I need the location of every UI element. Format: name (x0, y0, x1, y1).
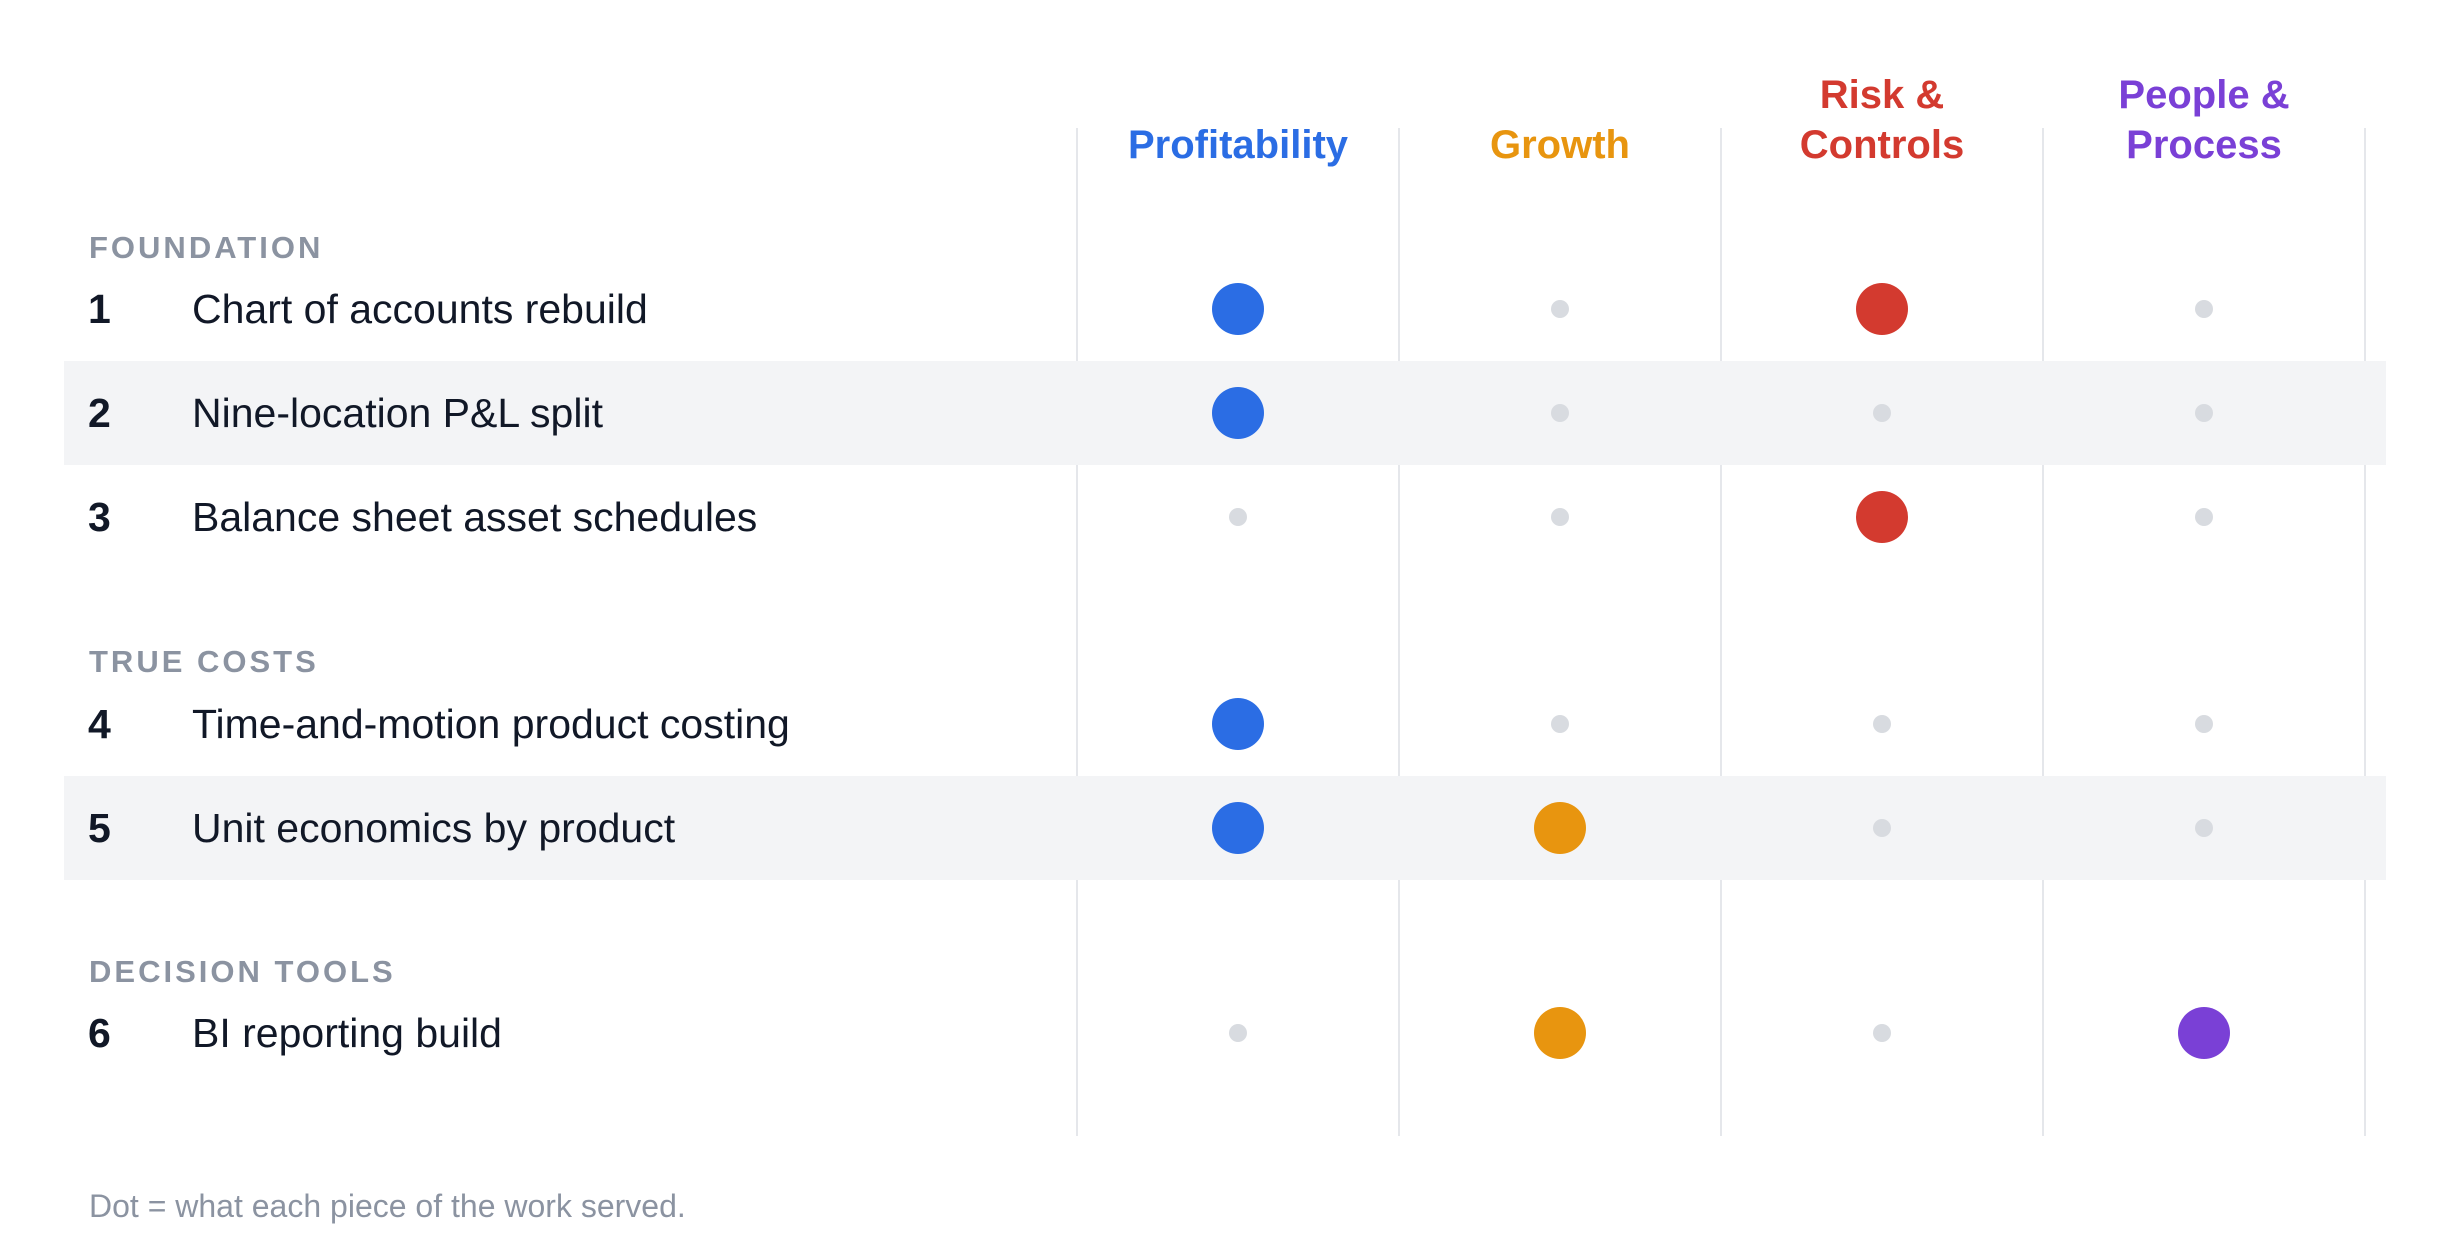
section-title: FOUNDATION (89, 230, 324, 265)
empty-dot (2195, 819, 2213, 837)
column-header: Risk & Controls (1722, 60, 2042, 170)
column-divider (2042, 128, 2044, 1136)
column-header-line: Profitability (1127, 123, 1349, 167)
column-header-line: Process (2126, 123, 2282, 167)
row-label: Time-and-motion product costing (192, 701, 790, 747)
served-dot (1534, 802, 1586, 854)
row-number: 4 (88, 701, 111, 747)
empty-dot (2195, 508, 2213, 526)
empty-dot (1229, 508, 1247, 526)
empty-dot (1873, 715, 1891, 733)
served-dot (1212, 283, 1264, 335)
column-header: Growth (1400, 60, 1720, 170)
row-number: 3 (88, 494, 111, 540)
row-label: Nine-location P&L split (192, 390, 603, 436)
empty-dot (2195, 715, 2213, 733)
row-number: 1 (88, 286, 111, 332)
served-dot (1534, 1007, 1586, 1059)
empty-dot (1551, 715, 1569, 733)
empty-dot (1551, 300, 1569, 318)
empty-dot (1551, 508, 1569, 526)
column-header-line: Risk & (1819, 73, 1945, 117)
served-dot (1212, 802, 1264, 854)
matrix-row: 3 Balance sheet asset schedules (64, 465, 2386, 569)
served-dot (1856, 283, 1908, 335)
empty-dot (2195, 300, 2213, 318)
column-header-line: Controls (1799, 123, 1965, 167)
empty-dot (2195, 404, 2213, 422)
empty-dot (1873, 404, 1891, 422)
column-header-line: Growth (1490, 123, 1630, 167)
empty-dot (1873, 1024, 1891, 1042)
row-number: 5 (88, 805, 111, 851)
column-divider (1398, 128, 1400, 1136)
row-label: Balance sheet asset schedules (192, 494, 758, 540)
row-number: 2 (88, 390, 111, 436)
footnote: Dot = what each piece of the work served… (89, 1188, 686, 1224)
column-header: People & Process (2044, 60, 2364, 170)
empty-dot (1229, 1024, 1247, 1042)
served-dot (1212, 698, 1264, 750)
row-label: Unit economics by product (192, 805, 676, 851)
column-divider (2364, 128, 2366, 1136)
column-divider (1720, 128, 1722, 1136)
column-divider (1076, 128, 1078, 1136)
section-title: TRUE COSTS (89, 644, 319, 679)
served-dot (1212, 387, 1264, 439)
served-dot (2178, 1007, 2230, 1059)
empty-dot (1873, 819, 1891, 837)
served-dot (1856, 491, 1908, 543)
matrix-row: 4 Time-and-motion product costing (64, 672, 2386, 776)
column-header: Profitability (1078, 60, 1398, 170)
column-header-line: People & (2118, 73, 2290, 117)
empty-dot (1551, 404, 1569, 422)
row-label: BI reporting build (192, 1010, 502, 1056)
matrix-row: 1 Chart of accounts rebuild (64, 257, 2386, 361)
matrix-row: 6 BI reporting build (64, 981, 2386, 1085)
row-label: Chart of accounts rebuild (192, 286, 648, 332)
row-number: 6 (88, 1010, 111, 1056)
section-title: DECISION TOOLS (89, 954, 396, 989)
